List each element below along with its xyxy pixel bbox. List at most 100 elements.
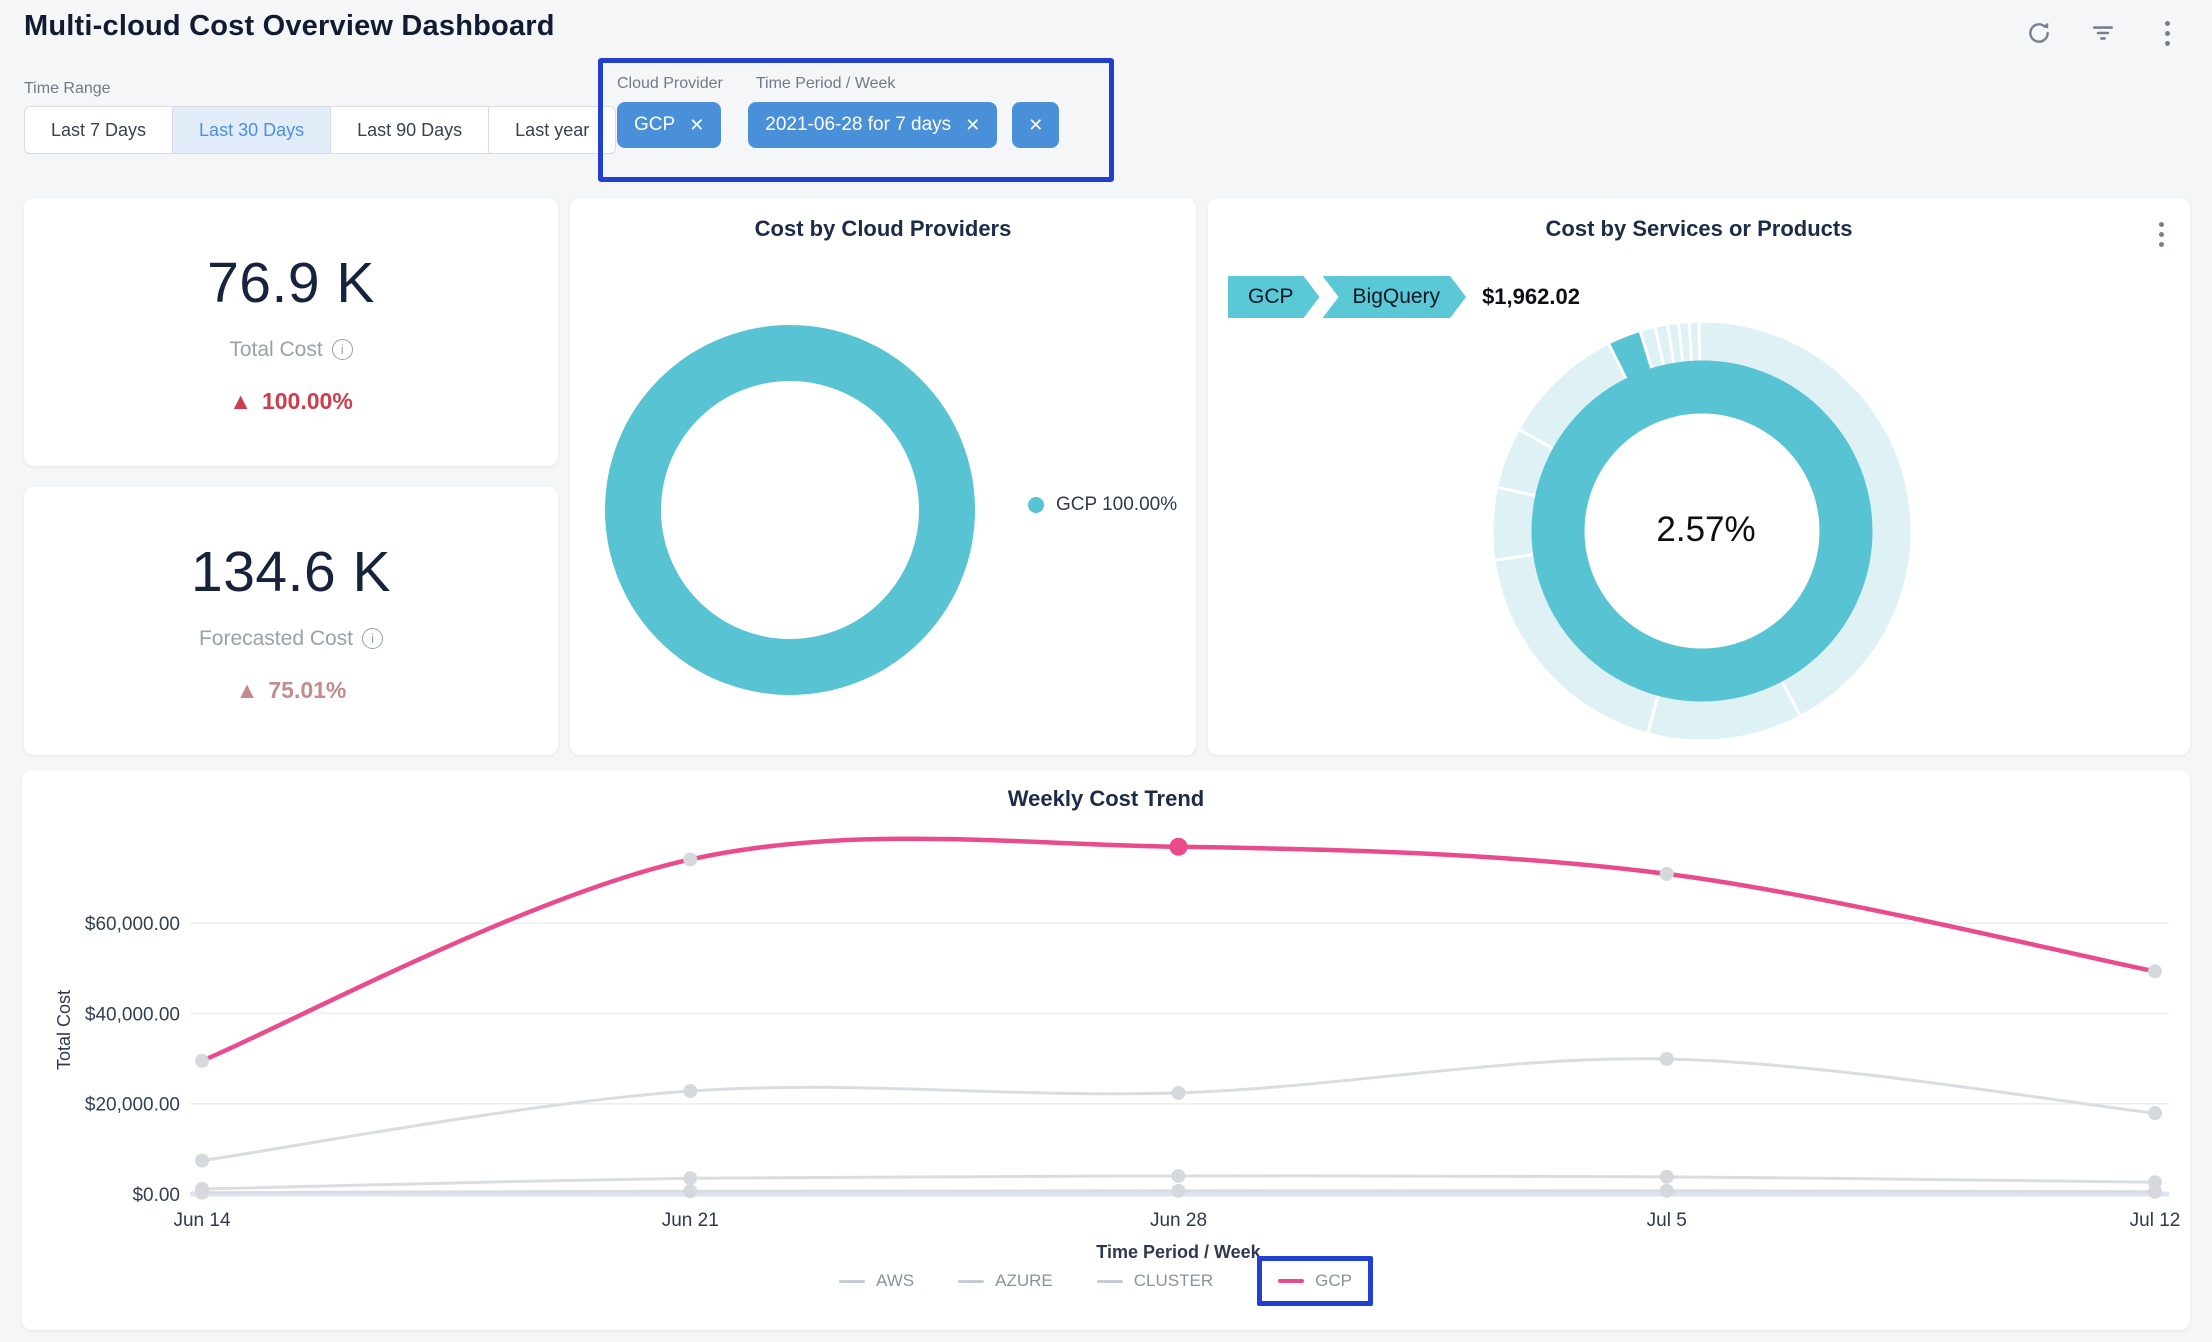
cluster-line bbox=[200, 1057, 2157, 1163]
delta-up-icon: ▲ bbox=[229, 387, 252, 414]
azure-point-jun-21 bbox=[683, 1171, 698, 1186]
azure-point-jun-14 bbox=[195, 1182, 209, 1197]
legend-item-cluster[interactable]: CLUSTER bbox=[1096, 1271, 1214, 1291]
cluster-point-jun-14 bbox=[195, 1153, 209, 1168]
cloud-provider-filter-label: Cloud Provider bbox=[617, 75, 723, 92]
sunburst-breadcrumb: GCP BigQuery $1,962.02 bbox=[1228, 276, 1580, 318]
gcp-legend-label: GCP 100.00% bbox=[1056, 494, 1178, 515]
y-tick-label: $60,000.00 bbox=[85, 914, 180, 935]
cluster-legend-label: CLUSTER bbox=[1133, 1271, 1214, 1290]
filter-annotation-box: Cloud Provider Time Period / Week GCP ✕ … bbox=[598, 58, 1114, 182]
header-toolbar bbox=[2022, 16, 2184, 50]
time-range-last-7-days[interactable]: Last 7 Days bbox=[24, 106, 174, 154]
y-axis-title: Total Cost bbox=[54, 990, 74, 1070]
total-cost-value: 76.9 K bbox=[207, 250, 375, 315]
gcp-point-jun-21 bbox=[683, 852, 698, 867]
breadcrumb-bigquery-chip[interactable]: BigQuery bbox=[1323, 276, 1467, 318]
x-axis-title: Time Period / Week bbox=[1096, 1242, 1261, 1262]
cluster-point-jun-28 bbox=[1171, 1085, 1186, 1100]
weekly-cost-trend-chart[interactable]: $0.00 $20,000.00 $40,000.00 $60,000.00 Total… bbox=[22, 806, 2190, 1266]
weekly-cost-trend-card: Weekly Cost Trend $0.00 $20,000.00 $40,000… bbox=[22, 770, 2190, 1330]
azure-point-jul-5 bbox=[1659, 1169, 1674, 1184]
breadcrumb-gcp-chip[interactable]: GCP bbox=[1228, 276, 1320, 318]
gcp-point-jul-5 bbox=[1659, 866, 1674, 881]
info-icon[interactable]: i bbox=[362, 628, 384, 649]
gcp-line-swatch bbox=[1278, 1279, 1305, 1283]
gcp-line bbox=[199, 836, 2158, 1064]
y-tick-label: $20,000.00 bbox=[85, 1095, 180, 1116]
aws-point-jul-5 bbox=[1659, 1183, 1674, 1198]
forecasted-cost-delta: 75.01% bbox=[268, 676, 347, 703]
close-icon[interactable]: ✕ bbox=[689, 115, 705, 135]
breadcrumb-value: $1,962.02 bbox=[1482, 284, 1580, 309]
cluster-line-swatch bbox=[1096, 1279, 1123, 1283]
sunburst-bigquery-slice bbox=[1608, 331, 1653, 380]
time-range-last-year[interactable]: Last year bbox=[488, 106, 617, 154]
donut-legend[interactable]: GCP 100.00% bbox=[1028, 494, 1177, 516]
cluster-point-jun-21 bbox=[683, 1084, 698, 1099]
x-tick-label: Jul 12 bbox=[2130, 1210, 2181, 1231]
cloud-providers-donut-chart[interactable] bbox=[570, 242, 1196, 762]
time-period-chip[interactable]: 2021-06-28 for 7 days ✕ bbox=[748, 102, 998, 148]
close-icon: ✕ bbox=[1028, 115, 1044, 135]
total-cost-card: 76.9 K Total Cost i ▲ 100.00% bbox=[24, 198, 558, 466]
cloud-provider-chip-label: GCP bbox=[634, 114, 676, 135]
clear-filters-button[interactable]: ✕ bbox=[1012, 102, 1060, 148]
gcp-point-jul-12 bbox=[2148, 964, 2162, 979]
time-range-group: Last 7 Days Last 30 Days Last 90 Days La… bbox=[24, 106, 617, 154]
y-tick-label: $40,000.00 bbox=[85, 1004, 180, 1025]
sunburst-inner-ring-gcp bbox=[1531, 360, 1873, 702]
azure-point-jul-12 bbox=[2148, 1175, 2162, 1190]
aws-point-jun-28 bbox=[1171, 1183, 1186, 1198]
trend-legend: AWS AZURE CLUSTER GCP bbox=[22, 1256, 2190, 1306]
cluster-point-jul-5 bbox=[1659, 1052, 1674, 1067]
cloud-provider-chip[interactable]: GCP ✕ bbox=[617, 102, 722, 148]
kebab-menu-icon[interactable] bbox=[2159, 222, 2164, 247]
forecasted-cost-value: 134.6 K bbox=[191, 539, 391, 604]
gcp-point-jun-14 bbox=[195, 1053, 209, 1068]
gcp-point-jun-28 bbox=[1169, 837, 1188, 856]
kebab-menu-icon[interactable] bbox=[2150, 16, 2184, 50]
y-tick-label: $0.00 bbox=[132, 1185, 180, 1206]
aws-point-jun-21 bbox=[683, 1184, 698, 1199]
gcp-legend-label: GCP bbox=[1315, 1271, 1352, 1290]
cost-by-services-card: Cost by Services or Products GCP BigQuer… bbox=[1208, 198, 2190, 755]
filter-icon[interactable] bbox=[2086, 16, 2120, 50]
close-icon[interactable]: ✕ bbox=[965, 115, 981, 135]
x-tick-label: Jun 28 bbox=[1150, 1210, 1207, 1231]
gcp-donut-ring bbox=[605, 325, 975, 695]
total-cost-delta: 100.00% bbox=[261, 387, 353, 414]
legend-item-azure[interactable]: AZURE bbox=[958, 1271, 1053, 1291]
sunburst-chart-title: Cost by Services or Products bbox=[1545, 216, 1853, 241]
time-range-label: Time Range bbox=[24, 80, 111, 97]
legend-item-gcp[interactable]: GCP bbox=[1278, 1271, 1352, 1291]
refresh-icon[interactable] bbox=[2022, 16, 2056, 50]
donut-chart-title: Cost by Cloud Providers bbox=[754, 216, 1012, 241]
x-tick-label: Jul 5 bbox=[1647, 1210, 1687, 1231]
info-icon[interactable]: i bbox=[331, 339, 353, 360]
gcp-legend-dot bbox=[1028, 497, 1044, 513]
azure-point-jun-28 bbox=[1171, 1168, 1186, 1183]
azure-line-swatch bbox=[958, 1279, 985, 1283]
time-period-filter-label: Time Period / Week bbox=[755, 75, 896, 92]
forecasted-cost-label: Forecasted Cost bbox=[198, 626, 354, 650]
x-tick-label: Jun 14 bbox=[173, 1210, 230, 1231]
delta-up-icon: ▲ bbox=[235, 676, 259, 703]
services-sunburst-chart[interactable] bbox=[1208, 198, 2190, 755]
cluster-point-jul-12 bbox=[2148, 1106, 2162, 1121]
aws-line-swatch bbox=[839, 1279, 866, 1283]
azure-legend-label: AZURE bbox=[995, 1271, 1053, 1290]
aws-legend-label: AWS bbox=[876, 1271, 915, 1290]
page-title: Multi-cloud Cost Overview Dashboard bbox=[24, 10, 555, 42]
x-tick-label: Jun 21 bbox=[662, 1210, 719, 1231]
legend-item-aws[interactable]: AWS bbox=[839, 1271, 914, 1291]
time-period-chip-label: 2021-06-28 for 7 days bbox=[765, 114, 952, 135]
time-range-last-30-days[interactable]: Last 30 Days bbox=[172, 106, 332, 154]
total-cost-label: Total Cost bbox=[229, 337, 323, 361]
sunburst-outer-ring bbox=[1493, 322, 1911, 740]
forecasted-cost-card: 134.6 K Forecasted Cost i ▲ 75.01% bbox=[24, 487, 558, 755]
gcp-legend-annotation-box: GCP bbox=[1257, 1256, 1373, 1306]
time-range-last-90-days[interactable]: Last 90 Days bbox=[330, 106, 490, 154]
cost-by-cloud-providers-card: Cost by Cloud Providers GCP 100.00% bbox=[570, 198, 1196, 755]
